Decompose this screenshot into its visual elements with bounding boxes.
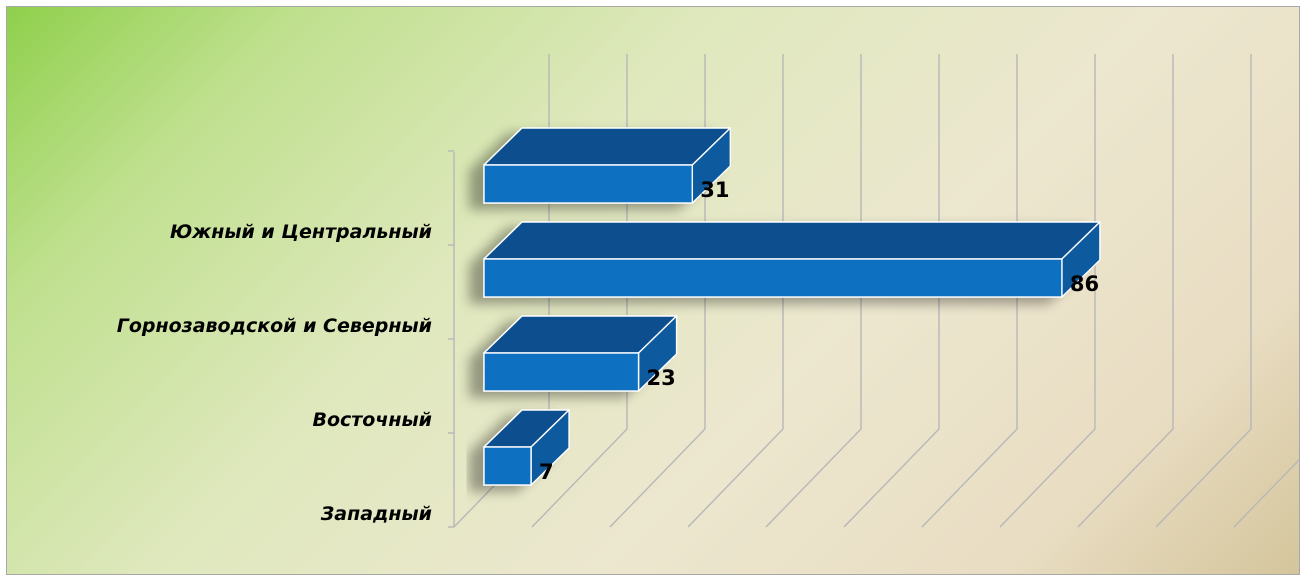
value-label: 23 [647, 366, 676, 390]
value-label: 31 [700, 178, 729, 202]
gridline [999, 54, 1096, 528]
bar-front-face [483, 352, 640, 392]
category-label: Горнозаводской и Северный [117, 315, 432, 337]
bar-front-face [483, 446, 532, 486]
chart-frame: 7 Западный 23 Восточный 86 Горнозаводской и С… [6, 6, 1300, 575]
bar-top-face [483, 221, 1101, 260]
gridline [1155, 54, 1252, 528]
category-label: Восточный [312, 409, 432, 431]
category-axis [448, 150, 455, 528]
label-layer: 7 Западный 23 Восточный 86 Горнозаводской и С… [117, 178, 1099, 525]
bar-chart: 7 Западный 23 Восточный 86 Горнозаводской и С… [117, 54, 1299, 528]
bar [483, 409, 570, 486]
value-label: 86 [1070, 272, 1099, 296]
bar-front-face [483, 258, 1063, 298]
bar-layer [483, 127, 1101, 486]
bar-front-face [483, 164, 694, 204]
gridline [765, 54, 862, 528]
bar [483, 127, 732, 204]
gridline [687, 54, 784, 528]
category-label: Южный и Центральный [170, 221, 432, 243]
gridline [843, 54, 940, 528]
gridline [1077, 54, 1174, 528]
category-label: Западный [320, 503, 432, 525]
bar [483, 221, 1101, 298]
gridline [921, 54, 1018, 528]
bar [483, 315, 678, 392]
value-label: 7 [539, 460, 554, 484]
gridline [1233, 458, 1299, 528]
grid-layer [453, 54, 1299, 528]
bar-top-face [483, 127, 732, 166]
